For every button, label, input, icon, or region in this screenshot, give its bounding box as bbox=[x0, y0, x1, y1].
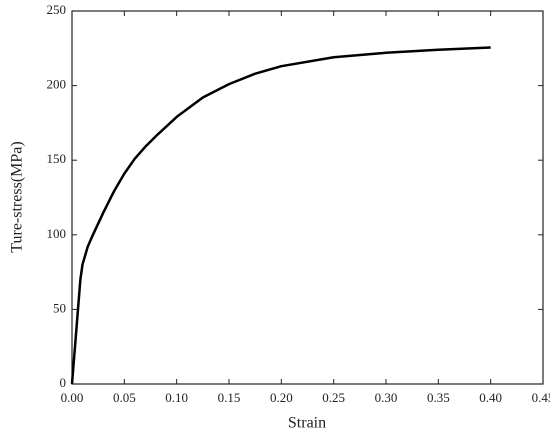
plot-frame bbox=[71, 10, 544, 385]
y-tick-label: 100 bbox=[47, 226, 67, 241]
y-tick-label: 0 bbox=[60, 375, 67, 390]
y-tick-label: 200 bbox=[47, 77, 67, 92]
x-tick-label: 0.00 bbox=[61, 390, 84, 405]
y-axis-title: Ture-stress(MPa) bbox=[9, 141, 26, 252]
x-tick-label: 0.25 bbox=[322, 390, 345, 405]
x-tick-label: 0.20 bbox=[270, 390, 293, 405]
data-line bbox=[70, 46, 491, 385]
x-tick-label: 0.45 bbox=[532, 390, 550, 405]
x-tick-label: 0.30 bbox=[375, 390, 398, 405]
x-tick-label: 0.05 bbox=[113, 390, 136, 405]
x-tick-label: 0.15 bbox=[218, 390, 241, 405]
y-tick-label: 50 bbox=[53, 300, 66, 315]
x-tick-label: 0.35 bbox=[427, 390, 450, 405]
y-tick-label: 150 bbox=[47, 151, 67, 166]
y-tick-label: 250 bbox=[47, 2, 67, 17]
x-tick-label: 0.10 bbox=[165, 390, 188, 405]
x-axis-title: Strain bbox=[288, 415, 326, 432]
x-tick-label: 0.40 bbox=[479, 390, 502, 405]
